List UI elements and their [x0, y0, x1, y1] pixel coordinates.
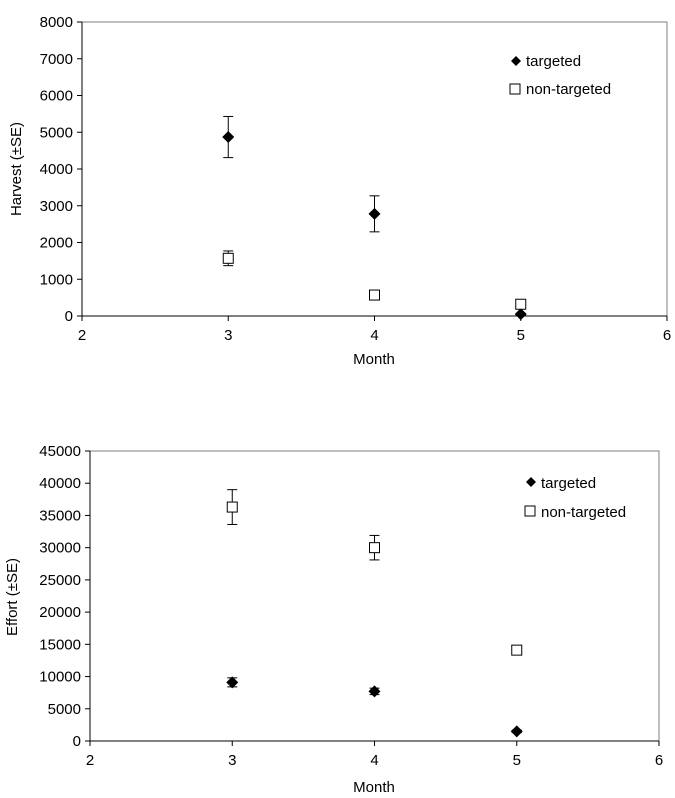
legend-label-non-targeted: non-targeted — [526, 81, 611, 98]
y-tick-label: 7000 — [40, 51, 73, 68]
y-tick-label: 2000 — [40, 235, 73, 252]
y-tick-label: 1000 — [40, 271, 73, 288]
x-axis-title: Month — [353, 779, 395, 796]
x-tick-label: 2 — [86, 752, 94, 769]
y-tick-label: 20000 — [39, 604, 81, 621]
data-point-targeted — [514, 308, 527, 321]
y-tick-label: 10000 — [39, 669, 81, 686]
y-tick-label: 8000 — [40, 14, 73, 31]
plot-area — [81, 21, 668, 317]
x-axis-title: Month — [353, 351, 395, 368]
x-tick-label: 5 — [517, 327, 525, 344]
x-tick-label: 3 — [228, 752, 236, 769]
y-axis-title: Effort (±SE) — [4, 558, 21, 636]
legend-label-targeted: targeted — [526, 53, 581, 70]
x-tick-label: 2 — [78, 327, 86, 344]
y-tick-label: 35000 — [39, 507, 81, 524]
x-tick-label: 4 — [370, 327, 378, 344]
y-tick-label: 6000 — [40, 88, 73, 105]
y-axis-title: Harvest (±SE) — [8, 122, 25, 216]
y-tick-label: 15000 — [39, 636, 81, 653]
y-tick-label: 25000 — [39, 572, 81, 589]
y-tick-label: 0 — [73, 733, 81, 750]
y-tick-label: 4000 — [40, 161, 73, 178]
plot-area — [89, 450, 660, 742]
x-tick-label: 3 — [224, 327, 232, 344]
legend: targeted non-targeted — [509, 53, 611, 98]
data-point-targeted — [368, 685, 381, 698]
data-point-targeted — [510, 725, 523, 738]
data-point-non-targeted — [369, 542, 380, 554]
legend-marker-targeted — [511, 56, 521, 66]
data-point-non-targeted — [222, 252, 234, 264]
data-point-non-targeted — [511, 644, 523, 656]
x-tick-label: 5 — [513, 752, 521, 769]
y-tick-label: 45000 — [39, 443, 81, 460]
y-tick-label: 5000 — [48, 701, 81, 718]
y-tick-label: 0 — [65, 308, 73, 325]
legend-marker-targeted — [526, 477, 536, 487]
x-tick-label: 4 — [370, 752, 378, 769]
x-tick-label: 6 — [663, 327, 671, 344]
data-point-targeted — [226, 676, 239, 689]
data-point-non-targeted — [369, 289, 380, 301]
legend-marker-non-targeted — [509, 83, 521, 95]
legend: targeted non-targeted — [524, 475, 626, 521]
x-tick-label: 6 — [655, 752, 663, 769]
data-point-non-targeted — [515, 298, 527, 310]
y-tick-label: 40000 — [39, 475, 81, 492]
data-point-targeted — [368, 207, 381, 220]
legend-marker-non-targeted — [524, 505, 536, 517]
data-point-non-targeted — [226, 501, 238, 513]
y-tick-label: 30000 — [39, 540, 81, 557]
y-tick-label: 3000 — [40, 198, 73, 215]
y-tick-label: 5000 — [40, 124, 73, 141]
legend-label-targeted: targeted — [541, 475, 596, 492]
effort-chart: 0 5000 10000 15000 20000 25000 30000 35000 40000… — [4, 443, 663, 796]
legend-label-non-targeted: non-targeted — [541, 504, 626, 521]
data-point-targeted — [222, 131, 235, 144]
